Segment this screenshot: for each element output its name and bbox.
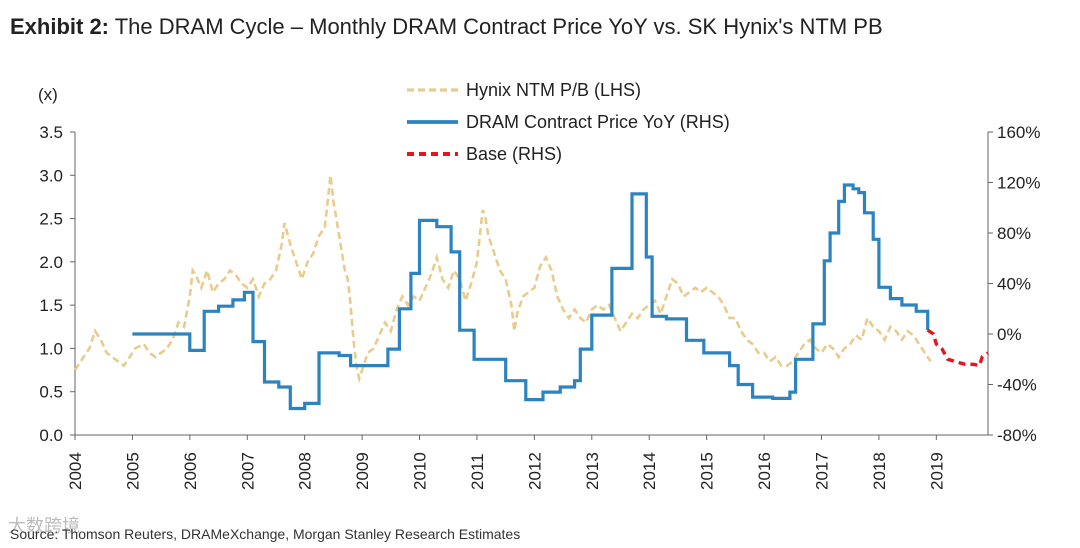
legend-label: Hynix NTM P/B (LHS) xyxy=(466,80,641,100)
x-tick-label: 2011 xyxy=(468,453,487,490)
title-text: The DRAM Cycle – Monthly DRAM Contract P… xyxy=(114,14,883,39)
left-tick-label: 1.5 xyxy=(39,296,63,315)
left-tick-label: 2.5 xyxy=(39,210,63,229)
x-tick-label: 2006 xyxy=(181,452,200,490)
right-tick-label: 40% xyxy=(997,275,1031,294)
right-tick-label: 160% xyxy=(997,123,1040,142)
chart-legend: Hynix NTM P/B (LHS) DRAM Contract Price Y… xyxy=(407,80,730,164)
right-tick-label: 120% xyxy=(997,174,1040,193)
x-tick-label: 2008 xyxy=(296,452,315,490)
left-tick-label: 0.0 xyxy=(39,426,63,445)
x-tick-label: 2014 xyxy=(640,452,659,490)
left-tick-label: 2.0 xyxy=(39,253,63,272)
x-tick-label: 2007 xyxy=(238,452,257,490)
x-tick-label: 2016 xyxy=(755,452,774,490)
right-tick-label: -80% xyxy=(997,426,1037,445)
plot-area: 0.0 0.5 1.0 1.5 2.0 2.5 3.0 3.5 (x) -80% -40% 0% 40%… xyxy=(38,85,1040,490)
dram-line xyxy=(132,183,930,411)
x-tick-label: 2004 xyxy=(66,452,85,490)
base-line xyxy=(926,328,989,368)
pb-line xyxy=(73,175,932,384)
x-tick-label: 2013 xyxy=(583,452,602,490)
left-tick-label: 3.5 xyxy=(39,123,63,142)
legend-label: Base (RHS) xyxy=(466,144,562,164)
chart-title: Exhibit 2: The DRAM Cycle – Monthly DRAM… xyxy=(10,14,883,40)
x-tick-label: 2005 xyxy=(123,452,142,490)
right-tick-label: 80% xyxy=(997,224,1031,243)
x-tick-label: 2009 xyxy=(353,452,372,490)
exhibit-label: Exhibit 2: xyxy=(10,14,110,39)
x-tick-label: 2019 xyxy=(927,452,946,490)
left-tick-label: 1.0 xyxy=(39,339,63,358)
x-tick-label: 2012 xyxy=(525,452,544,490)
x-tick-label: 2018 xyxy=(870,452,889,490)
source-note: Source: Thomson Reuters, DRAMeXchange, M… xyxy=(10,526,521,542)
right-tick-label: 0% xyxy=(997,325,1022,344)
x-tick-label: 2015 xyxy=(698,452,717,490)
left-tick-label: 3.0 xyxy=(39,166,63,185)
left-axis-unit: (x) xyxy=(38,85,58,104)
legend-label: DRAM Contract Price YoY (RHS) xyxy=(466,112,730,132)
right-tick-label: -40% xyxy=(997,376,1037,395)
watermark-text: 大数跨境 xyxy=(8,516,80,536)
x-tick-label: 2010 xyxy=(411,452,430,490)
left-tick-label: 0.5 xyxy=(39,383,63,402)
x-tick-label: 2017 xyxy=(812,452,831,490)
